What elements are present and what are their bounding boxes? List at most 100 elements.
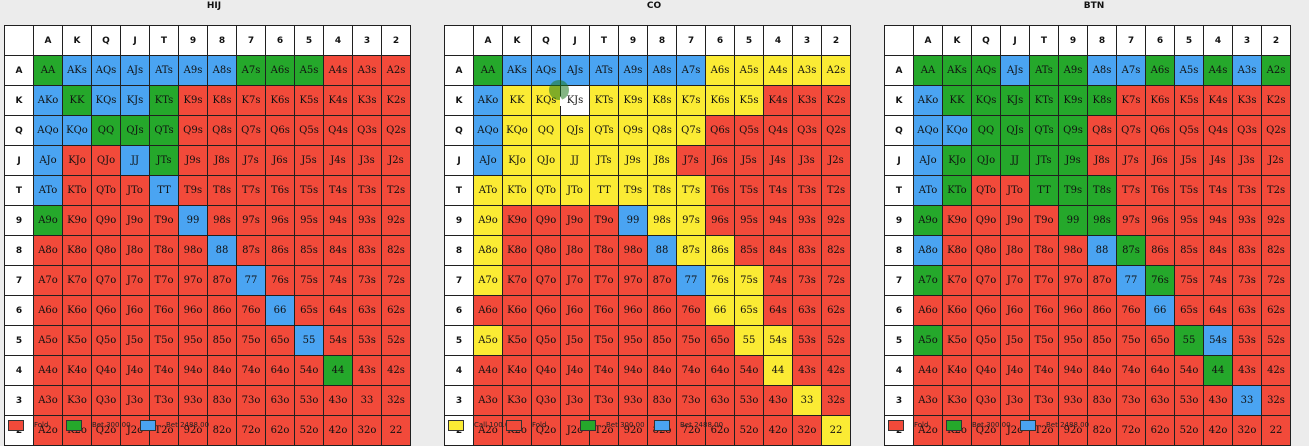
hand-cell[interactable]: 86s: [705, 235, 735, 266]
hand-cell[interactable]: Q3s: [352, 115, 382, 146]
hand-cell[interactable]: K4o: [62, 355, 92, 386]
hand-cell[interactable]: Q4s: [323, 115, 353, 146]
hand-cell[interactable]: A2o: [33, 415, 63, 446]
hand-cell[interactable]: 62s: [821, 295, 851, 326]
hand-cell[interactable]: KQo: [62, 115, 92, 146]
hand-cell[interactable]: AQo: [913, 115, 943, 146]
hand-cell[interactable]: 65s: [1174, 295, 1204, 326]
hand-cell[interactable]: 66: [705, 295, 735, 326]
hand-cell[interactable]: A2o: [913, 415, 943, 446]
hand-cell[interactable]: QTs: [149, 115, 179, 146]
hand-cell[interactable]: T5o: [149, 325, 179, 356]
hand-cell[interactable]: K4o: [942, 355, 972, 386]
hand-cell[interactable]: KTo: [62, 175, 92, 206]
hand-cell[interactable]: AQo: [33, 115, 63, 146]
hand-cell[interactable]: A4o: [473, 355, 503, 386]
hand-cell[interactable]: T6s: [1145, 175, 1175, 206]
hand-cell[interactable]: KTo: [942, 175, 972, 206]
hand-cell[interactable]: J9s: [618, 145, 648, 176]
hand-cell[interactable]: 92s: [1261, 205, 1291, 236]
hand-cell[interactable]: 74s: [323, 265, 353, 296]
hand-cell[interactable]: 64s: [323, 295, 353, 326]
hand-cell[interactable]: 55: [294, 325, 324, 356]
hand-cell[interactable]: 96s: [265, 205, 295, 236]
hand-cell[interactable]: KK: [62, 85, 92, 116]
hand-cell[interactable]: 85s: [294, 235, 324, 266]
hand-cell[interactable]: KJo: [942, 145, 972, 176]
hand-cell[interactable]: 82o: [1087, 415, 1117, 446]
hand-cell[interactable]: 55: [734, 325, 764, 356]
hand-cell[interactable]: JTs: [589, 145, 619, 176]
hand-cell[interactable]: J7s: [676, 145, 706, 176]
hand-cell[interactable]: 62o: [705, 415, 735, 446]
hand-cell[interactable]: A3s: [352, 55, 382, 86]
hand-cell[interactable]: 95s: [1174, 205, 1204, 236]
hand-cell[interactable]: Q8o: [531, 235, 561, 266]
hand-cell[interactable]: 76s: [1145, 265, 1175, 296]
hand-cell[interactable]: J9o: [120, 205, 150, 236]
hand-cell[interactable]: K4o: [502, 355, 532, 386]
hand-cell[interactable]: Q7s: [236, 115, 266, 146]
hand-cell[interactable]: 94o: [1058, 355, 1088, 386]
hand-cell[interactable]: 98s: [647, 205, 677, 236]
hand-cell[interactable]: 63o: [705, 385, 735, 416]
hand-cell[interactable]: AJs: [1000, 55, 1030, 86]
hand-cell[interactable]: 92o: [618, 415, 648, 446]
hand-cell[interactable]: Q7o: [531, 265, 561, 296]
hand-cell[interactable]: T7o: [589, 265, 619, 296]
hand-cell[interactable]: A4s: [763, 55, 793, 86]
hand-cell[interactable]: K5s: [294, 85, 324, 116]
hand-cell[interactable]: Q4s: [763, 115, 793, 146]
hand-cell[interactable]: K6o: [942, 295, 972, 326]
hand-cell[interactable]: Q6o: [531, 295, 561, 326]
hand-cell[interactable]: 52s: [821, 325, 851, 356]
hand-cell[interactable]: 99: [178, 205, 208, 236]
hand-cell[interactable]: 92o: [1058, 415, 1088, 446]
hand-cell[interactable]: J5s: [734, 145, 764, 176]
hand-cell[interactable]: K6s: [265, 85, 295, 116]
hand-cell[interactable]: ATs: [589, 55, 619, 86]
hand-cell[interactable]: 73o: [1116, 385, 1146, 416]
hand-cell[interactable]: Q3o: [91, 385, 121, 416]
hand-cell[interactable]: J5o: [120, 325, 150, 356]
hand-cell[interactable]: Q4o: [91, 355, 121, 386]
hand-cell[interactable]: Q2o: [531, 415, 561, 446]
hand-cell[interactable]: Q9o: [91, 205, 121, 236]
hand-cell[interactable]: 74s: [763, 265, 793, 296]
hand-cell[interactable]: 54s: [1203, 325, 1233, 356]
hand-cell[interactable]: J4s: [1203, 145, 1233, 176]
hand-cell[interactable]: 97o: [178, 265, 208, 296]
hand-cell[interactable]: KJo: [62, 145, 92, 176]
hand-cell[interactable]: J4s: [763, 145, 793, 176]
hand-cell[interactable]: 98o: [618, 235, 648, 266]
hand-cell[interactable]: J8o: [1000, 235, 1030, 266]
hand-cell[interactable]: J7o: [560, 265, 590, 296]
hand-cell[interactable]: A4o: [33, 355, 63, 386]
hand-cell[interactable]: A5s: [294, 55, 324, 86]
hand-cell[interactable]: J2s: [821, 145, 851, 176]
hand-cell[interactable]: K4s: [763, 85, 793, 116]
hand-cell[interactable]: K6o: [502, 295, 532, 326]
hand-cell[interactable]: 98o: [1058, 235, 1088, 266]
hand-cell[interactable]: Q3o: [971, 385, 1001, 416]
hand-cell[interactable]: K5s: [1174, 85, 1204, 116]
hand-cell[interactable]: K7o: [942, 265, 972, 296]
hand-cell[interactable]: T7s: [1116, 175, 1146, 206]
hand-cell[interactable]: QJo: [91, 145, 121, 176]
hand-cell[interactable]: 75s: [1174, 265, 1204, 296]
hand-cell[interactable]: 93o: [618, 385, 648, 416]
hand-cell[interactable]: 65o: [265, 325, 295, 356]
hand-cell[interactable]: K3o: [942, 385, 972, 416]
hand-cell[interactable]: K3s: [352, 85, 382, 116]
hand-cell[interactable]: T9s: [618, 175, 648, 206]
hand-cell[interactable]: QQ: [531, 115, 561, 146]
hand-cell[interactable]: 63s: [352, 295, 382, 326]
hand-cell[interactable]: 52s: [381, 325, 411, 356]
hand-cell[interactable]: T9o: [149, 205, 179, 236]
hand-cell[interactable]: 96s: [1145, 205, 1175, 236]
hand-cell[interactable]: 42o: [1203, 415, 1233, 446]
hand-cell[interactable]: 43o: [1203, 385, 1233, 416]
hand-cell[interactable]: K8o: [62, 235, 92, 266]
hand-cell[interactable]: 93o: [178, 385, 208, 416]
hand-cell[interactable]: J6o: [1000, 295, 1030, 326]
